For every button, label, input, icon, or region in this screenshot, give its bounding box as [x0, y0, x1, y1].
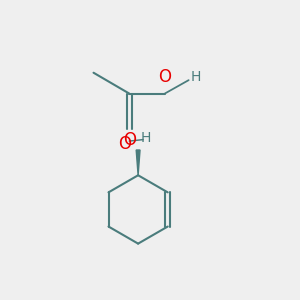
- Polygon shape: [136, 150, 140, 175]
- Text: H: H: [140, 131, 151, 145]
- Text: O: O: [158, 68, 171, 86]
- Text: O: O: [118, 135, 131, 153]
- Text: O: O: [123, 131, 136, 149]
- Text: H: H: [191, 70, 201, 84]
